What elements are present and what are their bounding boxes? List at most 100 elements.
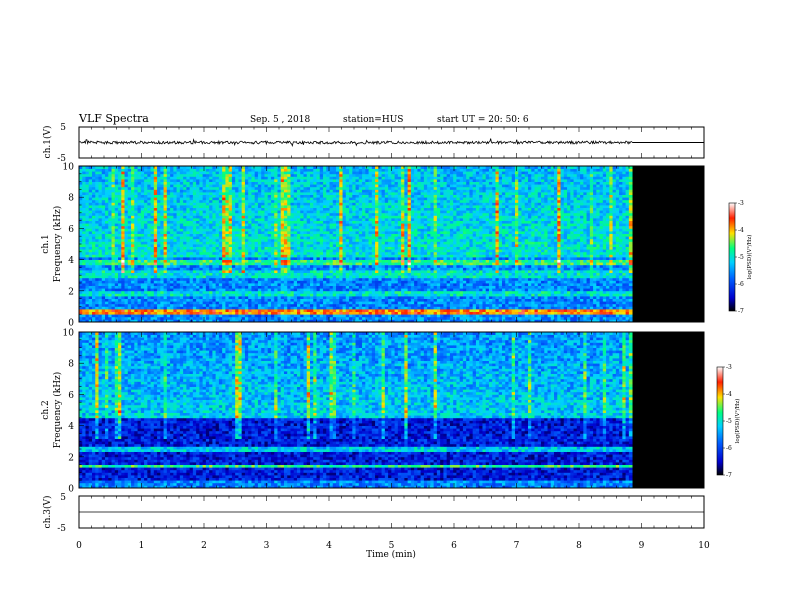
spectrogram-cell: [147, 293, 151, 297]
spectrogram-cell: [274, 290, 278, 294]
spectrogram-cell: [287, 264, 291, 268]
spectrogram-cell: [238, 296, 243, 299]
spectrogram-cell: [238, 264, 243, 268]
spectrogram-cell: [283, 241, 288, 245]
spectrogram-cell: [257, 241, 262, 245]
figure-title: VLF Spectra: [78, 112, 149, 125]
spectrogram-cell: [274, 189, 278, 193]
spectrogram-cell: [137, 262, 142, 266]
spectrogram-cell: [205, 181, 210, 185]
ch1-waveform-line: [78, 138, 633, 148]
spectrogram-cell: [267, 272, 272, 276]
spectrogram-cell: [280, 244, 285, 247]
spectrogram-cell: [303, 275, 308, 279]
spectrogram-cell: [134, 314, 138, 318]
spectrogram-cell: [82, 244, 86, 247]
spectrogram-cell: [150, 309, 155, 312]
spectrogram-cell: [231, 168, 236, 172]
spectrogram-cell: [98, 288, 103, 292]
spectrogram-cell: [277, 236, 282, 240]
spectrogram-cell: [254, 277, 259, 281]
spectrogram-cell: [82, 301, 86, 305]
spectrogram-cell: [179, 210, 184, 214]
spectrogram-cell: [88, 275, 93, 279]
spectrogram-cell: [280, 210, 285, 214]
spectrogram-cell: [118, 186, 122, 190]
spectrogram-cell: [225, 176, 230, 180]
spectrogram-cell: [144, 184, 148, 188]
spectrogram-cell: [153, 280, 158, 284]
spectrogram-cell: [254, 319, 259, 323]
spectrogram-cell: [323, 192, 327, 195]
spectrogram-cell: [92, 231, 96, 234]
spectrogram-cell: [137, 249, 142, 253]
spectrogram-cell: [79, 246, 83, 250]
spectrogram-cell: [248, 283, 252, 286]
spectrogram-cell: [287, 189, 291, 193]
spectrogram-cell: [254, 316, 259, 320]
spectrogram-cell: [228, 166, 233, 169]
spectrogram-cell: [300, 306, 304, 310]
spectrogram-cell: [326, 186, 330, 190]
spectrogram-cell: [144, 270, 148, 273]
spectrogram-cell: [196, 212, 200, 216]
spectrogram-cell: [306, 249, 311, 253]
spectrogram-cell: [306, 267, 311, 271]
spectrogram-cell: [313, 166, 317, 169]
spectrogram-cell: [157, 285, 161, 289]
spectrogram-cell: [222, 168, 226, 172]
spectrogram-cell: [183, 192, 187, 195]
spectrogram-cell: [150, 285, 155, 289]
spectrogram-cell: [306, 254, 311, 258]
spectrogram-cell: [222, 277, 226, 281]
spectrogram-cell: [222, 309, 226, 312]
spectrogram-cell: [131, 275, 135, 279]
spectrogram-cell: [267, 179, 272, 182]
spectrogram-cell: [212, 228, 217, 232]
spectrogram-cell: [108, 223, 112, 227]
spectrogram-cell: [92, 309, 96, 312]
spectrogram-cell: [150, 244, 155, 247]
spectrogram-cell: [134, 171, 138, 175]
spectrogram-cell: [179, 207, 184, 211]
spectrogram-cell: [173, 316, 178, 320]
spectrogram-cell: [192, 303, 197, 307]
spectrogram-cell: [290, 236, 295, 240]
spectrogram-cell: [313, 283, 317, 286]
spectrogram-cell: [326, 267, 330, 271]
spectrogram-cell: [306, 296, 311, 299]
spectrogram-cell: [342, 272, 347, 276]
spectrogram-cell: [306, 277, 311, 281]
spectrogram-cell: [108, 207, 112, 211]
spectrogram-cell: [287, 238, 291, 242]
spectrogram-cell: [316, 197, 321, 201]
spectrogram-cell: [85, 303, 90, 307]
spectrogram-cell: [222, 272, 226, 276]
spectrogram-cell: [205, 259, 210, 263]
spectrogram-cell: [186, 285, 191, 289]
spectrogram-cell: [179, 257, 184, 260]
spectrogram-cell: [170, 236, 174, 240]
spectrogram-cell: [303, 246, 308, 250]
spectrogram-cell: [108, 267, 112, 271]
spectrogram-cell: [323, 293, 327, 297]
spectrogram-cell: [339, 223, 343, 227]
spectrogram-cell: [267, 301, 272, 305]
spectrogram-cell: [244, 311, 249, 315]
spectrogram-cell: [297, 194, 301, 198]
spectrogram-cell: [323, 218, 327, 221]
spectrogram-cell: [277, 199, 282, 203]
spectrogram-cell: [339, 303, 343, 307]
spectrogram-cell: [176, 207, 181, 211]
spectrogram-cell: [228, 272, 233, 276]
spectrogram-cell: [306, 205, 311, 208]
spectrogram-cell: [329, 225, 334, 229]
spectrogram-cell: [163, 280, 168, 284]
spectrogram-cell: [166, 225, 171, 229]
spectrogram-cell: [105, 225, 109, 229]
spectrogram-cell: [254, 220, 259, 224]
spectrogram-cell: [98, 241, 103, 245]
spectrogram-cell: [160, 285, 164, 289]
spectrogram-cell: [189, 168, 194, 172]
spectrogram-cell: [176, 238, 181, 242]
